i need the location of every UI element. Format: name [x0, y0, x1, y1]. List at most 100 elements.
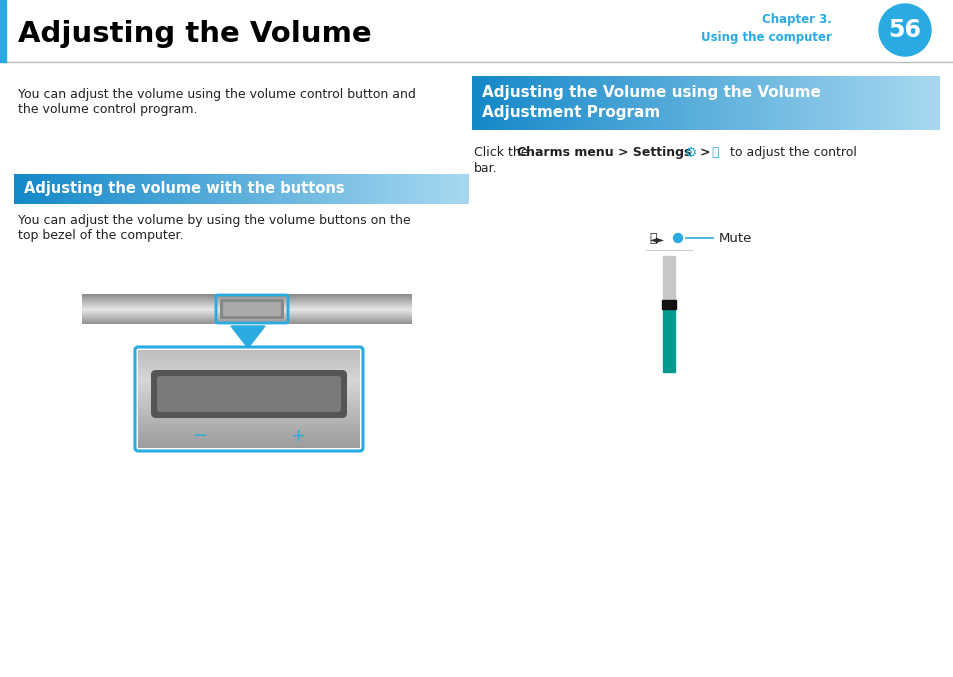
- Text: ⚙: ⚙: [684, 146, 697, 160]
- Bar: [366, 174, 371, 204]
- Bar: [138, 423, 359, 424]
- Bar: [662, 256, 675, 300]
- Bar: [565, 76, 569, 130]
- Bar: [82, 311, 412, 312]
- Bar: [138, 402, 359, 403]
- Text: ◄►: ◄►: [649, 234, 664, 244]
- Bar: [358, 174, 363, 204]
- Bar: [166, 174, 170, 204]
- Bar: [138, 432, 359, 433]
- Bar: [256, 174, 261, 204]
- Bar: [138, 371, 359, 372]
- Bar: [120, 174, 124, 204]
- Bar: [138, 383, 359, 384]
- Bar: [154, 174, 158, 204]
- Bar: [518, 76, 522, 130]
- Bar: [450, 174, 454, 204]
- Bar: [377, 174, 382, 204]
- Bar: [347, 174, 352, 204]
- Bar: [655, 76, 659, 130]
- Bar: [550, 76, 554, 130]
- FancyBboxPatch shape: [223, 302, 281, 316]
- Bar: [705, 76, 710, 130]
- Bar: [177, 174, 181, 204]
- Bar: [138, 442, 359, 443]
- Bar: [404, 174, 409, 204]
- Bar: [709, 76, 714, 130]
- Bar: [935, 76, 940, 130]
- Bar: [435, 174, 438, 204]
- Bar: [310, 174, 314, 204]
- Bar: [233, 174, 238, 204]
- Bar: [214, 174, 219, 204]
- Bar: [138, 353, 359, 354]
- Bar: [306, 174, 310, 204]
- Bar: [138, 360, 359, 361]
- Bar: [82, 298, 412, 299]
- Bar: [892, 76, 897, 130]
- Bar: [138, 445, 359, 446]
- Bar: [776, 76, 780, 130]
- Text: Click the: Click the: [474, 146, 532, 159]
- Bar: [26, 174, 30, 204]
- Bar: [82, 314, 412, 315]
- Bar: [438, 174, 442, 204]
- Bar: [623, 76, 628, 130]
- Circle shape: [673, 234, 681, 242]
- Bar: [838, 76, 842, 130]
- Bar: [849, 76, 854, 130]
- Bar: [222, 174, 227, 204]
- FancyBboxPatch shape: [220, 299, 284, 319]
- Bar: [873, 76, 877, 130]
- Bar: [717, 76, 721, 130]
- Bar: [138, 367, 359, 368]
- Bar: [138, 357, 359, 358]
- Bar: [51, 174, 56, 204]
- Bar: [333, 174, 336, 204]
- Bar: [760, 76, 764, 130]
- Bar: [561, 76, 565, 130]
- Bar: [923, 76, 928, 130]
- Bar: [138, 440, 359, 441]
- Bar: [82, 318, 412, 319]
- Bar: [195, 174, 200, 204]
- Bar: [138, 416, 359, 417]
- Bar: [82, 321, 412, 322]
- Bar: [507, 76, 511, 130]
- Bar: [138, 355, 359, 356]
- Bar: [138, 389, 359, 390]
- Bar: [138, 368, 359, 369]
- Bar: [138, 350, 359, 351]
- Bar: [138, 417, 359, 418]
- Bar: [138, 446, 359, 447]
- Bar: [423, 174, 427, 204]
- Bar: [534, 76, 538, 130]
- Bar: [627, 76, 632, 130]
- Bar: [393, 174, 397, 204]
- Bar: [138, 411, 359, 412]
- Bar: [476, 76, 479, 130]
- Bar: [138, 401, 359, 402]
- Bar: [138, 374, 359, 375]
- Bar: [253, 174, 257, 204]
- Bar: [82, 299, 412, 300]
- Bar: [431, 174, 435, 204]
- Bar: [374, 174, 378, 204]
- Bar: [737, 76, 740, 130]
- Bar: [487, 76, 492, 130]
- Bar: [82, 302, 412, 303]
- Bar: [138, 380, 359, 381]
- Bar: [138, 420, 359, 421]
- Bar: [82, 312, 412, 313]
- Bar: [767, 76, 772, 130]
- Bar: [147, 174, 151, 204]
- Bar: [138, 434, 359, 435]
- Bar: [834, 76, 839, 130]
- Bar: [138, 431, 359, 432]
- Bar: [888, 76, 893, 130]
- Bar: [138, 398, 359, 399]
- Bar: [44, 174, 49, 204]
- Bar: [74, 174, 79, 204]
- Bar: [138, 397, 359, 398]
- Bar: [457, 174, 461, 204]
